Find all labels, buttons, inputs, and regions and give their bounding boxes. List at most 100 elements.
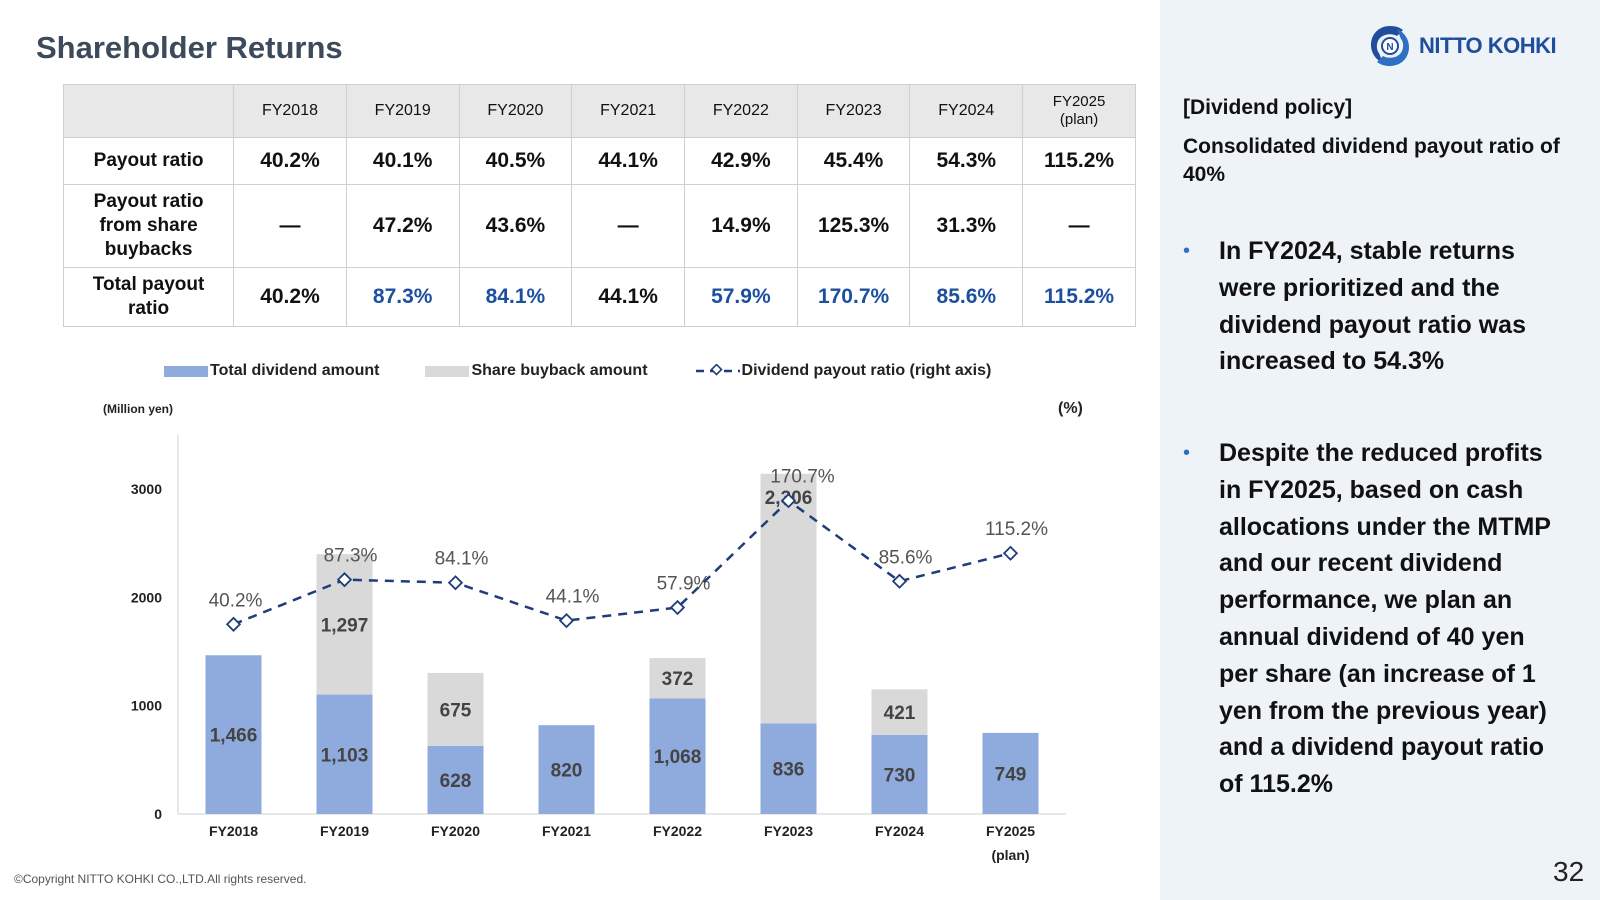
table-cell: 57.9% <box>684 267 798 327</box>
ratio-marker <box>336 572 353 588</box>
x-tick-label: FY2020 <box>431 823 480 839</box>
bar-label-buyback: 372 <box>662 669 694 690</box>
dividend-chart: 0 1000 2000 3000 1,466 FY2018 1,103 1,297 FY2019… <box>131 435 1066 863</box>
ratio-label: 57.9% <box>657 574 711 595</box>
table-row: Payout ratio from share buybacks — 47.2%… <box>62 184 1136 268</box>
y-tick-label: 1000 <box>131 698 162 714</box>
left-axis-unit: (Million yen) <box>103 402 173 416</box>
bar-dividend <box>427 745 484 814</box>
bar-label-dividend: 1,466 <box>210 726 258 747</box>
x-tick-label: FY2018 <box>209 823 258 839</box>
chart-legend: Total dividend amount Share buyback amou… <box>164 362 1037 380</box>
bar-dividend <box>982 732 1039 814</box>
x-tick-label: FY2022 <box>653 823 702 839</box>
col-header: FY2023 <box>796 84 911 138</box>
col-header: FY2018 <box>233 84 347 138</box>
legend-swatch-ratio <box>695 364 740 376</box>
shareholder-returns-table: FY2018 FY2019 FY2020 FY2021 FY2022 FY202… <box>62 84 1136 327</box>
legend-swatch-dividend <box>164 365 208 377</box>
bullet-dot-icon: • <box>1183 442 1191 464</box>
table-cell: — <box>1022 184 1136 268</box>
table-corner-cell <box>62 84 235 138</box>
bar-dividend <box>316 694 373 814</box>
bar-buyback <box>760 473 817 724</box>
bar-label-dividend: 749 <box>995 764 1027 785</box>
x-tick-label: FY2024 <box>875 823 924 839</box>
policy-heading: [Dividend policy] <box>1183 96 1353 119</box>
x-tick-sublabel: (plan) <box>991 847 1029 863</box>
row-label: Payout ratio from share buybacks <box>62 184 235 268</box>
bar-label-dividend: 1,103 <box>321 745 369 766</box>
table-cell: 85.6% <box>909 267 1024 327</box>
table-cell: 115.2% <box>1022 137 1136 185</box>
svg-text:N: N <box>1386 42 1393 53</box>
legend-item-dividend: Total dividend amount <box>164 362 379 380</box>
ratio-label: 115.2% <box>985 519 1048 540</box>
table-header-row: FY2018 FY2019 FY2020 FY2021 FY2022 FY202… <box>62 84 1136 138</box>
x-tick-label: FY2025 <box>986 823 1035 839</box>
policy-bullet: • In FY2024, stable returns were priorit… <box>1183 233 1573 380</box>
logo-text: NITTO KOHKI <box>1419 33 1557 58</box>
legend-label-buyback: Share buyback amount <box>471 362 648 379</box>
bar-label-buyback: 421 <box>884 703 916 724</box>
ratio-marker <box>558 612 575 629</box>
ratio-marker <box>1002 545 1019 561</box>
col-header-sublabel: (plan) <box>1059 111 1099 128</box>
bullet-text: In FY2024, stable returns were prioritiz… <box>1219 237 1526 376</box>
copyright: ©Copyright NITTO KOHKI CO.,LTD.All right… <box>14 872 307 886</box>
ratio-line <box>233 499 1011 626</box>
bar-label-dividend: 1,068 <box>654 747 702 768</box>
ratio-marker <box>891 573 908 589</box>
bar-buyback <box>427 672 484 746</box>
policy-bullet: • Despite the reduced profits in FY2025,… <box>1183 435 1573 803</box>
legend-label-ratio: Dividend payout ratio (right axis) <box>741 362 992 379</box>
col-header: FY2025 (plan) <box>1022 84 1136 138</box>
bar-label-dividend: 820 <box>551 761 583 782</box>
ratio-label: 40.2% <box>209 590 263 611</box>
legend-item-buyback: Share buyback amount <box>425 362 648 380</box>
table-cell: 42.9% <box>684 137 798 185</box>
col-header: FY2022 <box>684 84 798 138</box>
legend-item-ratio: Dividend payout ratio (right axis) <box>694 362 992 380</box>
legend-label-dividend: Total dividend amount <box>210 362 380 379</box>
bullet-text: Despite the reduced profits in FY2025, b… <box>1219 439 1551 799</box>
ratio-label: 85.6% <box>879 547 933 568</box>
ratio-marker <box>669 599 686 616</box>
ratio-label: 87.3% <box>324 546 378 567</box>
col-header: FY2019 <box>345 84 460 138</box>
table-cell: 44.1% <box>571 267 685 327</box>
y-tick-label: 3000 <box>131 481 162 497</box>
policy-text: Consolidated dividend payout ratio of 40… <box>1183 135 1560 186</box>
table-row: Total payout ratio 40.2% 87.3% 84.1% 44.… <box>62 267 1136 327</box>
bullet-dot-icon: • <box>1183 240 1191 262</box>
bar-dividend <box>871 734 928 814</box>
table-cell: 44.1% <box>571 137 685 185</box>
ratio-marker <box>447 575 464 591</box>
table-cell: 40.2% <box>233 267 347 327</box>
bar-label-buyback: 1,297 <box>321 615 369 636</box>
bar-buyback <box>649 658 706 699</box>
page-title: Shareholder Returns <box>36 30 343 65</box>
x-tick-label: FY2023 <box>764 823 813 839</box>
row-label: Total payout ratio <box>62 267 235 327</box>
row-label: Payout ratio <box>62 137 235 185</box>
table-cell: 40.2% <box>233 137 347 185</box>
ratio-label: 84.1% <box>435 549 489 570</box>
bar-buyback <box>871 689 928 735</box>
policy-panel <box>1160 0 1600 900</box>
y-tick-label: 2000 <box>131 589 162 605</box>
table-cell: 84.1% <box>458 267 573 327</box>
table-cell: — <box>571 184 685 268</box>
ratio-marker <box>780 493 797 509</box>
bar-label-dividend: 730 <box>884 765 916 786</box>
bar-dividend <box>538 725 595 814</box>
bar-label-dividend: 836 <box>773 760 805 781</box>
ratio-label: 44.1% <box>546 587 600 608</box>
x-tick-label: FY2021 <box>542 823 591 839</box>
company-logo: N NITTO KOHKI <box>1367 22 1573 70</box>
bar-dividend <box>205 655 262 814</box>
bar-label-dividend: 628 <box>440 771 472 792</box>
ratio-marker <box>225 616 242 632</box>
page-number: 32 <box>1553 856 1585 887</box>
bar-dividend <box>649 698 706 814</box>
